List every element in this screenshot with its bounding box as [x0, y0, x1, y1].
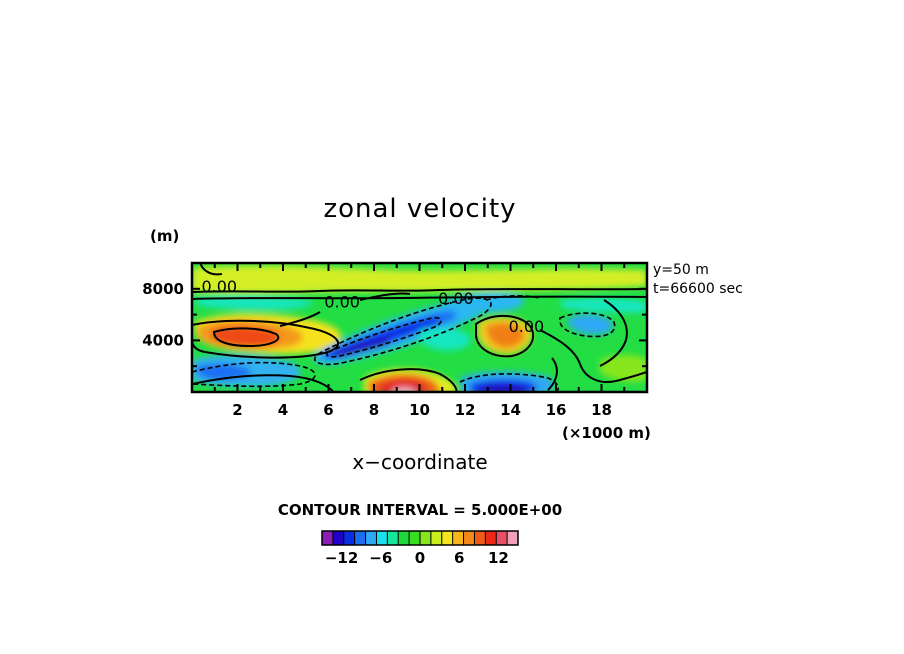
y-tick-label: 8000: [142, 280, 184, 298]
colorbar: [321, 530, 519, 546]
x-tick-label: 10: [409, 401, 430, 419]
y-axis-label: (m): [150, 227, 179, 245]
contour-label: 0.00: [324, 293, 360, 312]
contour-positive: [547, 357, 558, 391]
x-tick-label: 8: [369, 401, 379, 419]
colorbar-tick-label: 12: [488, 549, 509, 567]
contour-negative: [313, 297, 492, 366]
x-tick-label: 2: [232, 401, 242, 419]
contour-positive: [192, 319, 340, 359]
contour-labels: 0.00 0.00 0.00 0.00: [201, 277, 544, 336]
field-region: [192, 265, 647, 294]
x-tick-label: 6: [323, 401, 333, 419]
contour-positive: [192, 288, 647, 293]
contour-positive: [359, 292, 411, 301]
colorbar-swatch: [343, 531, 355, 545]
x-axis-label: x−coordinate: [352, 450, 487, 474]
field-region: [480, 385, 526, 392]
y-tick-labels: 8000 4000: [142, 280, 184, 350]
field-region: [378, 379, 427, 392]
field-region: [567, 314, 613, 335]
plot-area: [192, 263, 647, 392]
contour-lines: [192, 263, 647, 392]
contour-positive: [279, 311, 321, 327]
colorbar-frame: [321, 530, 519, 546]
contour-positive: [212, 327, 280, 348]
colorbar-swatch: [387, 531, 399, 545]
x-unit-label: (×1000 m): [562, 424, 651, 442]
field-region: [418, 328, 471, 351]
x-tick-label: 16: [546, 401, 567, 419]
field-region: [486, 322, 525, 348]
contour-negative: [459, 373, 560, 392]
colorbar-swatch: [420, 531, 432, 545]
colorbar-swatch: [376, 531, 388, 545]
colorbar-swatch: [398, 531, 410, 545]
contour-negative: [325, 316, 442, 358]
contour-negative: [559, 312, 616, 338]
colorbar-swatch: [507, 531, 519, 545]
x-tick-label: 4: [278, 401, 288, 419]
annotation-time: t=66600 sec: [653, 281, 743, 297]
colorbar-swatch: [463, 531, 475, 545]
colorbar-tick-label: 6: [454, 549, 464, 567]
field-region: [334, 338, 392, 358]
x-tick-labels: 2 4 6 8 10 12 14 16 18: [232, 401, 612, 419]
contour-interval-label: CONTOUR INTERVAL = 5.000E+00: [278, 501, 562, 519]
contour-positive: [599, 299, 628, 367]
contour-positive: [192, 374, 335, 392]
colorbar-swatch: [441, 531, 453, 545]
colorbar-tick-label: 0: [415, 549, 425, 567]
colorbar-swatch: [485, 531, 497, 545]
annotation-y: y=50 m: [653, 262, 709, 278]
contour-positive: [192, 295, 647, 300]
colorbar-swatch: [322, 531, 334, 545]
colorbar-swatch: [430, 531, 443, 545]
colorbar-swatch: [409, 531, 421, 545]
colorbar-swatch: [332, 531, 345, 545]
colorbar-swatch: [474, 531, 486, 545]
axis-ticks: [192, 263, 647, 392]
colorbar-tick-label: −6: [369, 549, 392, 567]
colorbar-tick-label: −12: [325, 549, 358, 567]
x-tick-label: 14: [500, 401, 521, 419]
chart-title: zonal velocity: [323, 194, 516, 224]
colorbar-swatch: [452, 531, 464, 545]
contour-positive: [475, 315, 535, 358]
x-tick-label: 12: [455, 401, 476, 419]
contour-label: 0.00: [509, 317, 545, 336]
colorbar-tick-labels: −12 −6 0 6 12: [325, 549, 509, 567]
field-region: [560, 297, 647, 313]
colorbar-swatch: [354, 531, 366, 545]
x-tick-label: 18: [591, 401, 612, 419]
contour-label: 0.00: [201, 277, 237, 296]
colorbar-swatch: [365, 531, 377, 545]
field-region: [212, 326, 280, 347]
colorbar-swatch: [496, 531, 508, 545]
contour-label: 0.00: [438, 289, 474, 308]
contour-positive: [539, 329, 647, 383]
y-tick-label: 4000: [142, 331, 184, 349]
contour-negative: [485, 295, 541, 301]
contour-negative: [192, 361, 316, 388]
contour-positive: [359, 368, 458, 392]
